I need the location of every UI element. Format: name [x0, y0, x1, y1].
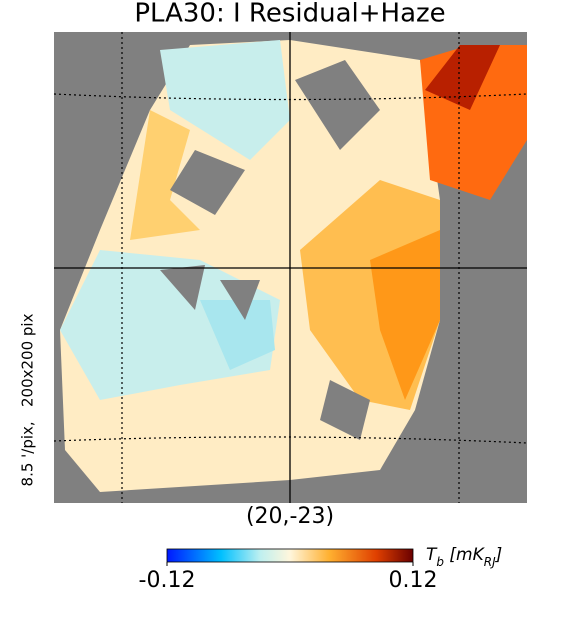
colorbar-tick-label: -0.12	[139, 568, 196, 593]
colorbar	[166, 548, 414, 563]
colorbar-label-part: [mK	[444, 545, 486, 565]
x-label: (20,-23)	[246, 504, 334, 529]
y-label: 8.5 '/pix, 200x200 pix	[19, 313, 37, 486]
colorbar-label-part: RJ	[484, 555, 496, 569]
sky-map	[54, 32, 527, 503]
title: PLA30: I Residual+Haze	[134, 0, 445, 29]
colorbar-label-part: b	[436, 555, 444, 569]
colorbar-label-part: T	[426, 545, 438, 565]
colorbar-label: Tb [mKRJ]	[426, 545, 502, 569]
colorbar-tick-label: 0.12	[389, 568, 438, 593]
colorbar-label-part: ]	[495, 545, 503, 565]
